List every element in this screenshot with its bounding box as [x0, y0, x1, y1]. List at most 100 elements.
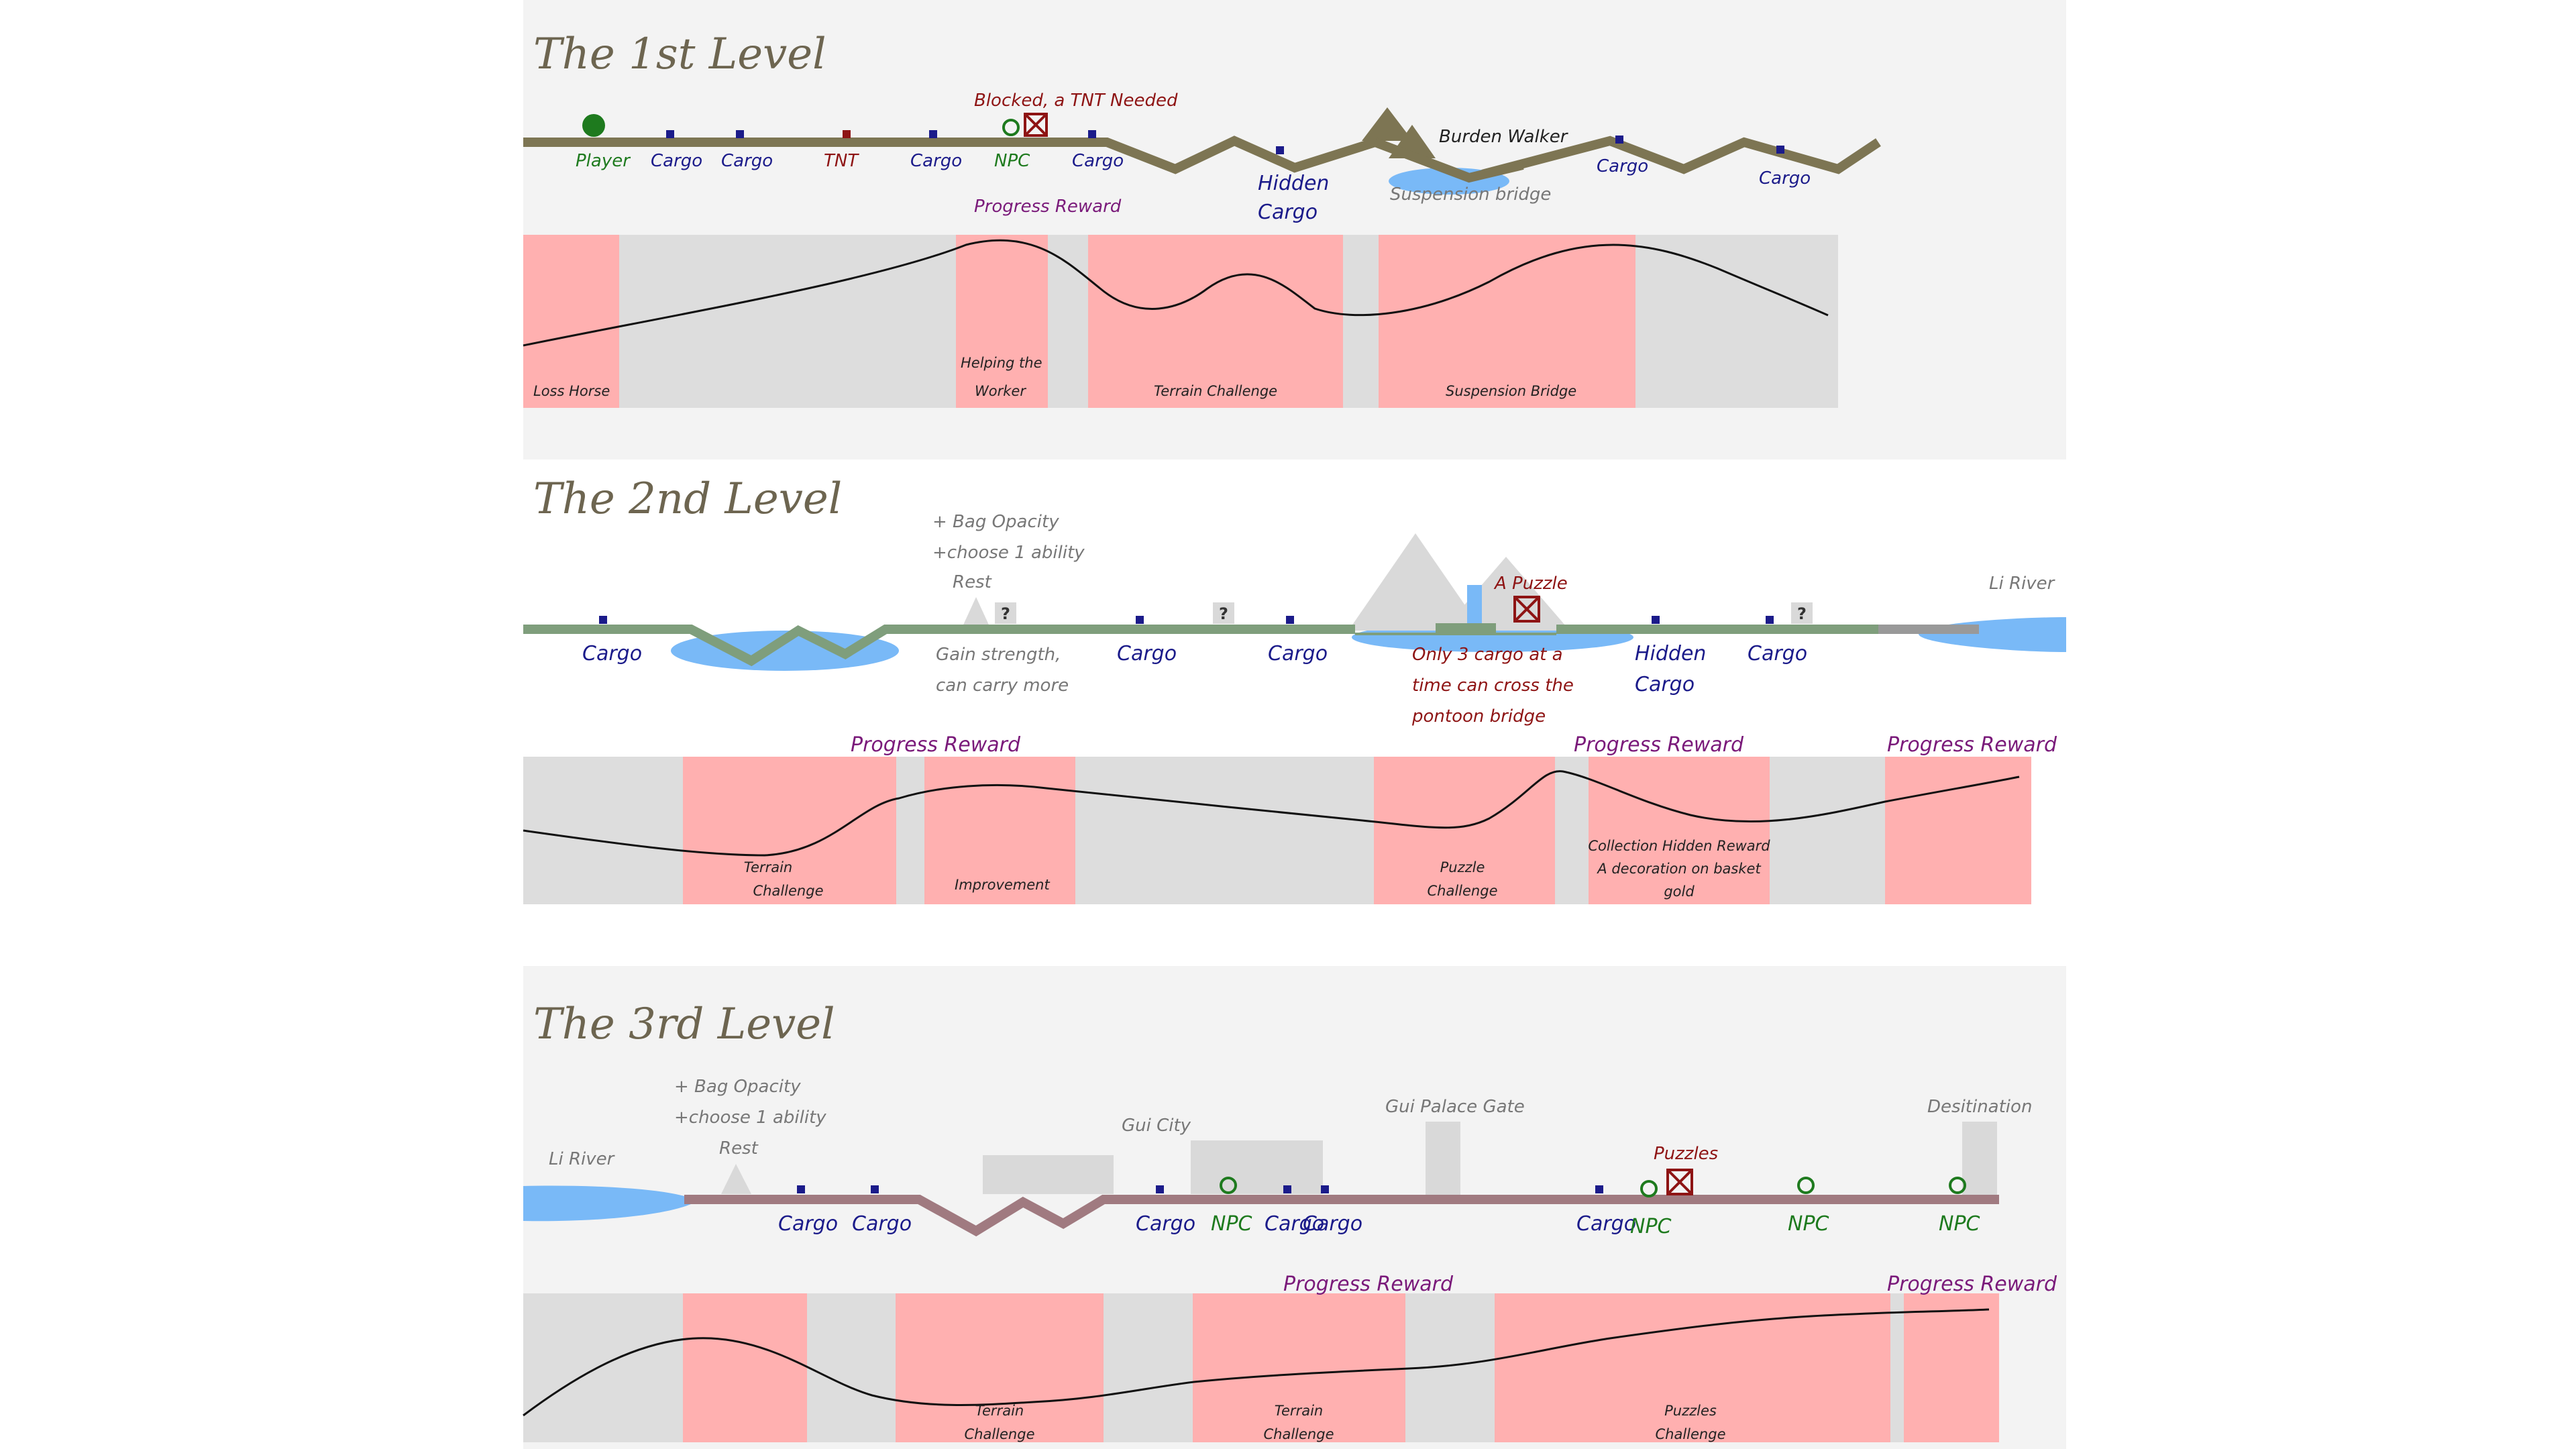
progress-reward-label: Progress Reward — [1887, 733, 2057, 757]
progress-reward-label: Progress Reward — [974, 197, 1122, 217]
band-label: Challenge — [965, 1426, 1035, 1442]
cargo-marker — [1595, 1185, 1603, 1193]
band-label: Improvement — [955, 877, 1050, 893]
mountain-icon — [721, 1164, 751, 1194]
cargo-marker — [1156, 1185, 1164, 1193]
mountain-icon — [1362, 107, 1413, 141]
intensity-curve — [523, 1308, 1990, 1417]
reward-band-terrain-2 — [1193, 1293, 1405, 1442]
cargo-marker — [736, 130, 744, 138]
li-river-water — [523, 1185, 698, 1222]
cargo-marker — [599, 616, 607, 624]
gain-note: can carry more — [936, 676, 1069, 696]
band-label: Terrain — [744, 859, 792, 875]
cargo-label: Cargo — [852, 1212, 912, 1236]
band-label: Worker — [975, 383, 1026, 399]
reward-band-helping-worker — [956, 235, 1048, 408]
gui-palace-gate-label: Gui Palace Gate — [1385, 1097, 1525, 1117]
band-label: Collection Hidden Reward — [1588, 838, 1770, 854]
cargo-marker — [929, 130, 937, 138]
reward-band-final — [1904, 1293, 1999, 1442]
cargo-marker — [1286, 616, 1294, 624]
gui-city-label: Gui City — [1122, 1116, 1191, 1136]
reward-band-loss-horse — [523, 235, 619, 408]
level-3-road — [684, 1195, 1999, 1237]
band-label: Suspension Bridge — [1446, 383, 1576, 399]
cargo-marker — [871, 1185, 879, 1193]
reward-band-collection — [1589, 757, 1770, 904]
cargo-marker — [797, 1185, 805, 1193]
palace-gate — [1426, 1122, 1460, 1195]
band-label: Challenge — [1264, 1426, 1334, 1442]
band-label: Terrain — [975, 1403, 1024, 1419]
cargo-marker — [1615, 136, 1623, 144]
svg-text:?: ? — [1797, 604, 1807, 623]
npc-label: NPC — [1630, 1215, 1672, 1238]
level-3-title: The 3rd Level — [533, 1000, 835, 1049]
cargo-label: Cargo — [1759, 168, 1811, 189]
cargo-marker — [666, 130, 674, 138]
cargo-label: Cargo — [1117, 642, 1177, 665]
tnt-marker — [843, 130, 851, 138]
pontoon-note: time can cross the — [1412, 676, 1574, 696]
player-marker — [582, 114, 605, 137]
puzzle-box-icon — [1666, 1169, 1693, 1195]
puzzle-box-icon — [1513, 596, 1540, 623]
rest-note: + Bag Opacity — [932, 512, 1059, 532]
cargo-label: Cargo — [1136, 1212, 1195, 1236]
waterfall — [1467, 585, 1482, 631]
band-label: A decoration on basket — [1596, 861, 1761, 877]
level-2-road — [523, 625, 1355, 667]
river-water — [671, 631, 899, 671]
reward-band-terrain — [683, 757, 896, 904]
cargo-marker — [1776, 146, 1784, 154]
cargo-marker — [1766, 616, 1774, 624]
npc-label: NPC — [1211, 1212, 1252, 1236]
suspension-bridge-label: Suspension bridge — [1390, 184, 1551, 205]
puzzles-label: Puzzles — [1654, 1144, 1718, 1164]
city-building — [983, 1155, 1114, 1194]
rest-label: Rest — [719, 1138, 759, 1159]
rest-note: + Bag Opacity — [674, 1077, 801, 1097]
cargo-marker — [1136, 616, 1144, 624]
li-river-label: Li River — [549, 1149, 616, 1169]
mountain-icon — [1348, 533, 1483, 631]
hidden-cargo-marker — [1276, 146, 1284, 154]
li-river-label: Li River — [1989, 574, 2056, 594]
cargo-label: Cargo — [582, 642, 642, 665]
reward-band — [683, 1293, 807, 1442]
band-label: Challenge — [753, 883, 824, 899]
cargo-label: Cargo — [1597, 156, 1648, 176]
burden-walker-label: Burden Walker — [1439, 127, 1569, 147]
cargo-label: Cargo — [1265, 1212, 1324, 1236]
player-label: Player — [576, 151, 631, 171]
band-label: Puzzle — [1440, 859, 1485, 875]
cargo-label: Cargo — [1268, 642, 1328, 665]
cargo-label: Cargo — [721, 151, 773, 171]
blocked-note: Blocked, a TNT Needed — [974, 91, 1178, 111]
npc-marker — [1949, 1177, 1966, 1194]
progress-reward-label: Progress Reward — [1887, 1273, 2057, 1296]
reward-band-terrain — [1088, 235, 1343, 408]
pontoon-note: Only 3 cargo at a — [1412, 645, 1563, 665]
cargo-label: Cargo — [1576, 1212, 1636, 1236]
npc-label: NPC — [1788, 1212, 1829, 1236]
level-2-pacing-chart: Progress Reward Progress Reward Progress… — [523, 733, 2057, 904]
band-label: Puzzles — [1664, 1403, 1717, 1419]
reward-band-suspension — [1379, 235, 1635, 408]
reward-band-improvement — [924, 757, 1075, 904]
rest-note: +choose 1 ability — [932, 543, 1085, 563]
npc-marker — [1640, 1180, 1658, 1197]
intensity-curve — [523, 770, 2020, 857]
band-label: Challenge — [1428, 883, 1498, 899]
band-label: Helping the — [961, 355, 1042, 371]
intensity-curve — [523, 239, 1829, 347]
cargo-label: Cargo — [651, 151, 702, 171]
hidden-cargo-label: Hidden — [1258, 172, 1329, 195]
rest-note: +choose 1 ability — [674, 1108, 826, 1128]
level-1-section: The 1st Level Player Cargo Cargo TNT Car… — [523, 0, 2066, 460]
puzzle-label: A Puzzle — [1493, 574, 1568, 594]
reward-band-terrain-1 — [896, 1293, 1104, 1442]
cargo-label: Cargo — [778, 1212, 838, 1236]
destination-label: Desitination — [1927, 1097, 2032, 1117]
